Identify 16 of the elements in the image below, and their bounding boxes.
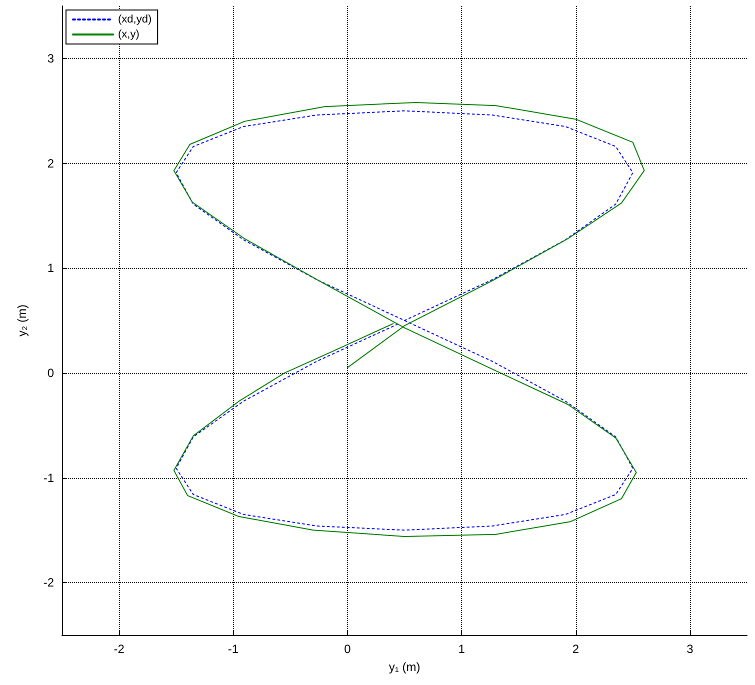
y-tick-label: 1	[47, 261, 54, 276]
legend-label: (xd,yd)	[118, 14, 152, 26]
x-tick-label: -1	[228, 642, 239, 656]
x-tick-label: 2	[572, 642, 580, 656]
y-tick-label: -2	[43, 576, 54, 590]
y-tick-label: 0	[47, 366, 54, 380]
y-tick-label: 2	[47, 156, 54, 170]
x-axis-title: y₁ (m)	[388, 660, 420, 674]
y-axis-title: y₂ (m)	[15, 304, 29, 336]
x-tick-label: 0	[344, 642, 352, 656]
x-tick-label: 1	[458, 642, 466, 656]
x-tick-label: 3	[686, 642, 694, 656]
x-tick-label: -2	[114, 642, 125, 656]
y-tick-label: -1	[43, 470, 54, 485]
legend-label: (x,y)	[118, 28, 140, 40]
y-tick-label: 3	[47, 51, 54, 66]
